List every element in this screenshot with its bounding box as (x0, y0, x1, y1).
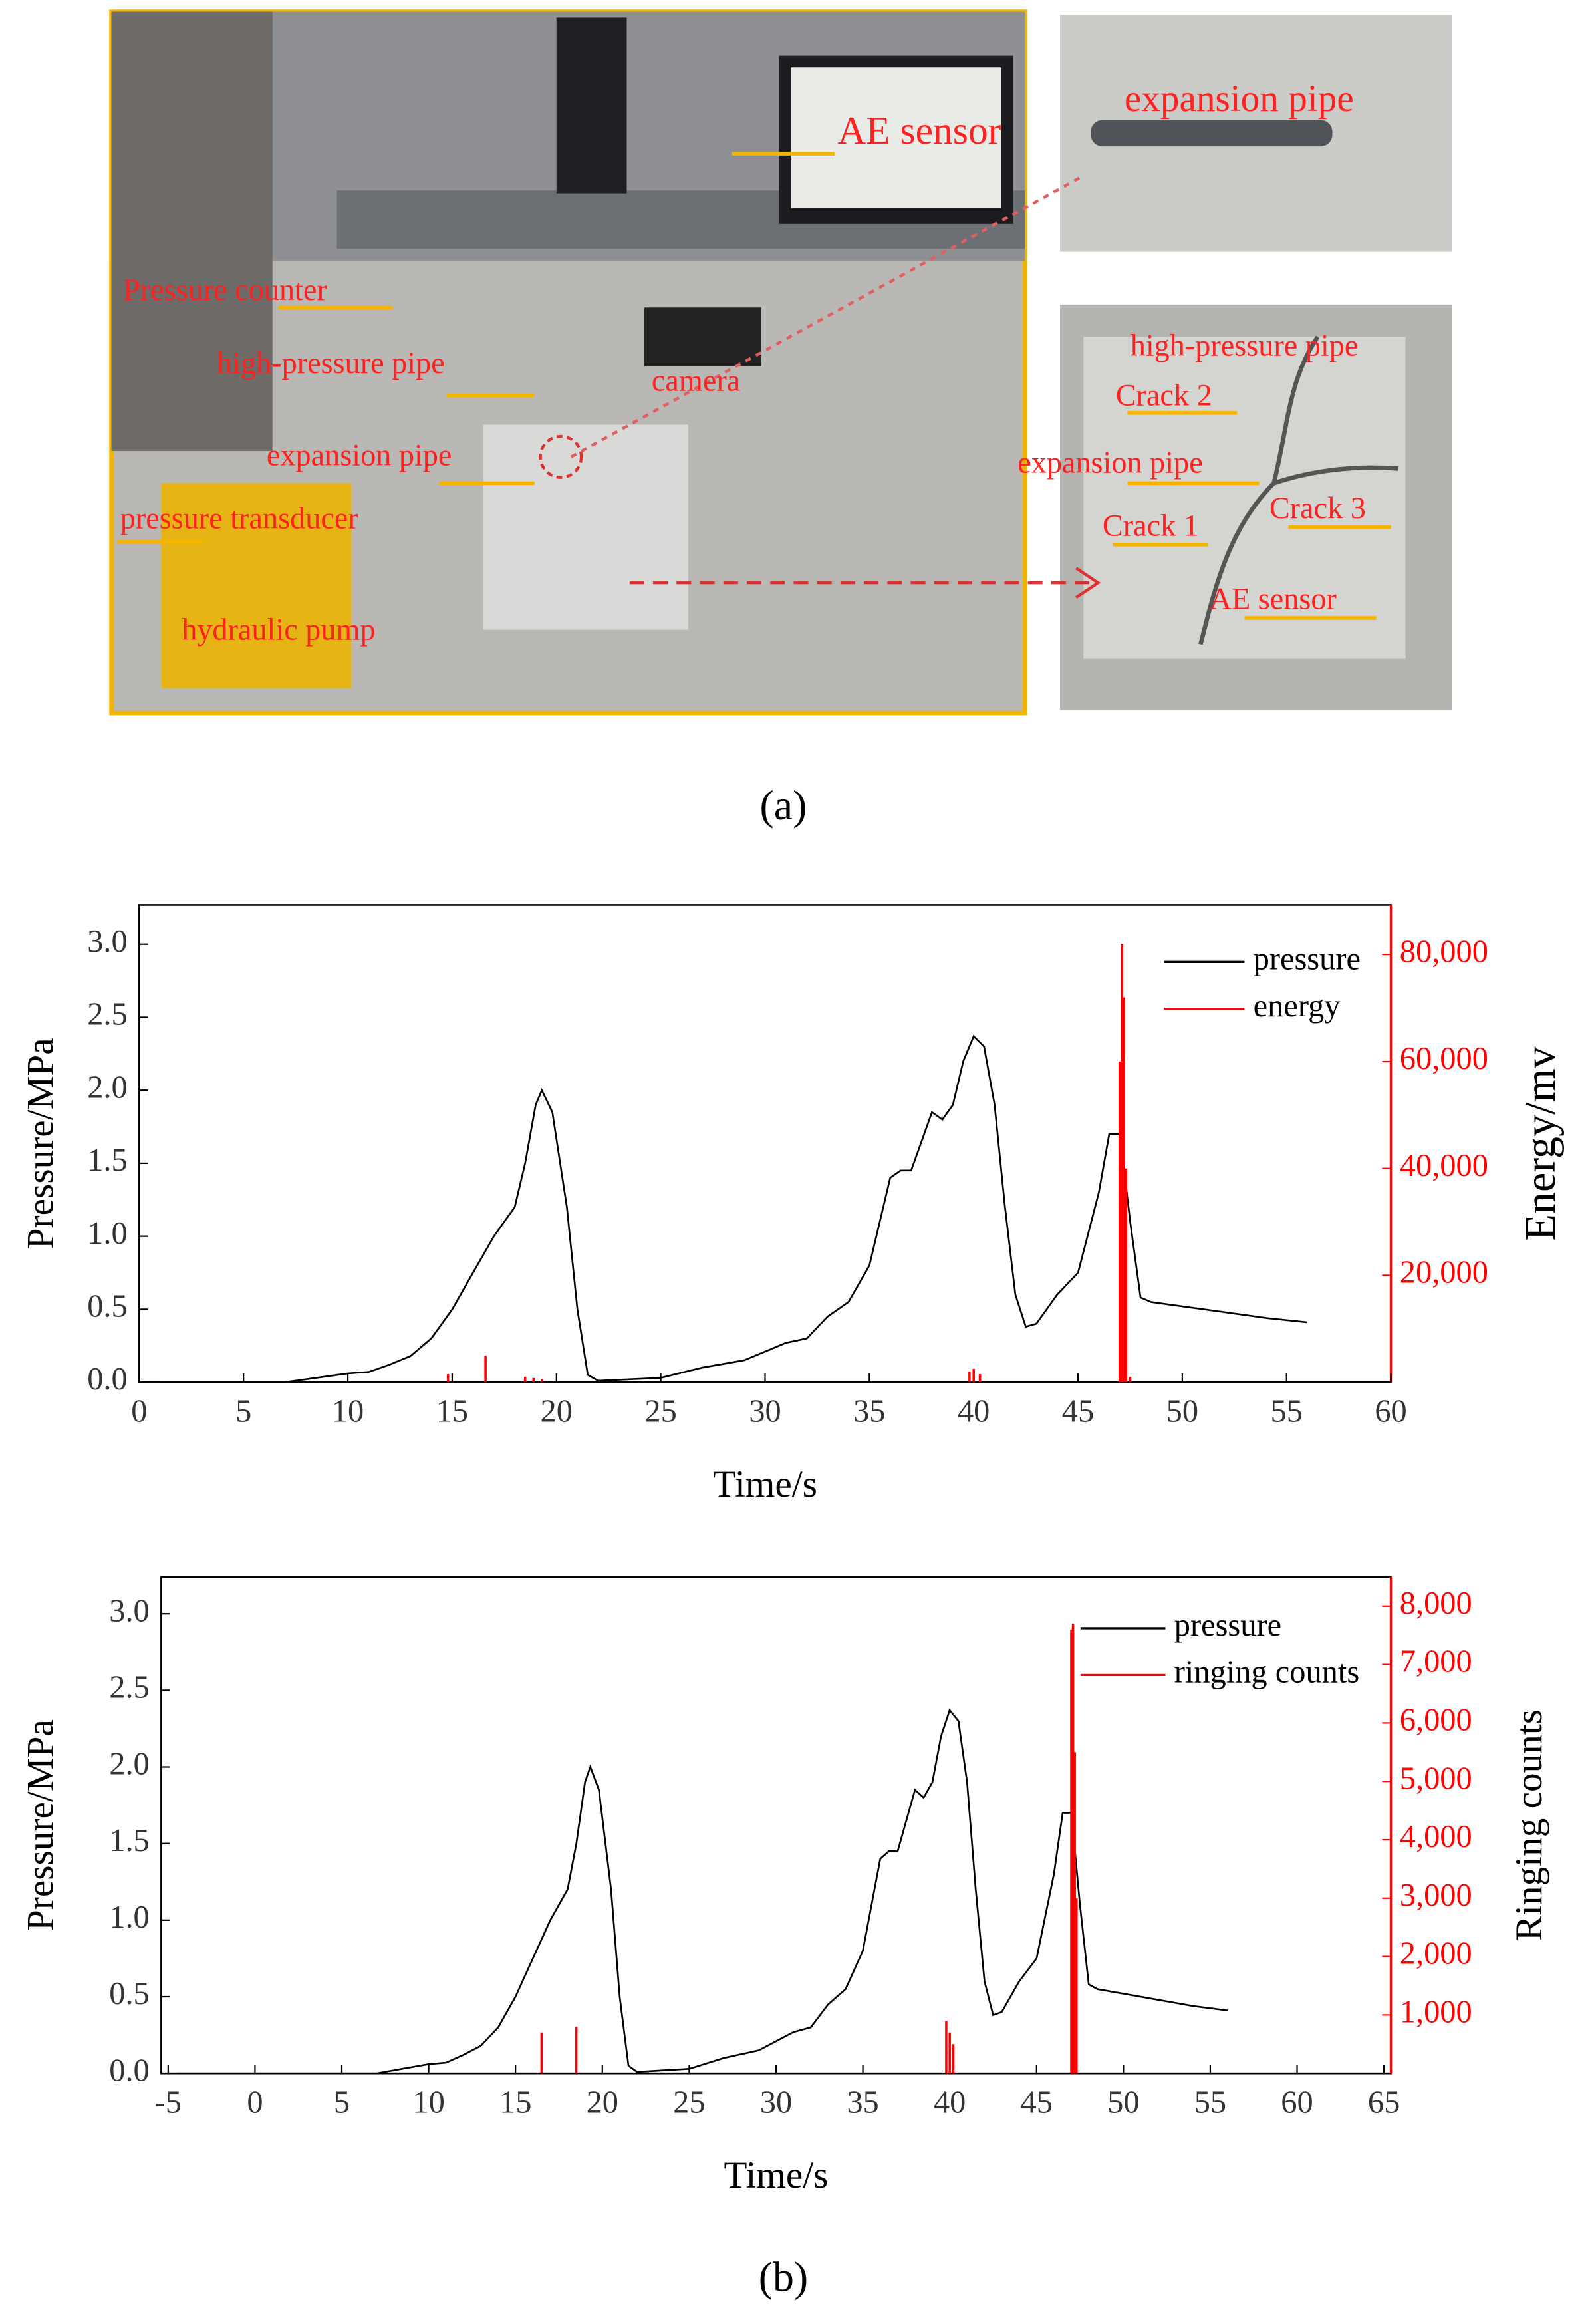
y2-tick-label: 40,000 (1400, 1148, 1488, 1183)
x-tick-label: 20 (541, 1394, 573, 1429)
y2-tick-label: 4,000 (1400, 1819, 1472, 1854)
plot-frame (160, 1576, 1392, 2075)
x-tick-label: 0 (131, 1394, 147, 1429)
y2-axis-label: Ringing counts (1508, 1709, 1550, 1941)
photo-panel: AE sensor Pressure counter high-pressure… (109, 9, 1453, 716)
photo-label: high-pressure pipe (217, 346, 445, 380)
y-tick-label: 1.5 (109, 1823, 150, 1858)
x-tick-label: -5 (155, 2085, 182, 2120)
caption: (a) (760, 782, 807, 829)
y-tick-label: 2.0 (109, 1747, 150, 1782)
photo-label: expansion pipe (1125, 78, 1354, 120)
highlight-circle (539, 434, 583, 479)
x-tick-label: 40 (934, 2085, 966, 2120)
x-tick-label: 45 (1062, 1394, 1094, 1429)
x-tick-label: 10 (332, 1394, 364, 1429)
y2-tick-label: 5,000 (1400, 1761, 1472, 1796)
y-tick-label: 0.0 (109, 2053, 150, 2088)
x-tick-label: 15 (436, 1394, 468, 1429)
x-tick-label: 65 (1368, 2085, 1400, 2120)
photo-label: Crack 3 (1269, 491, 1366, 525)
legend-label: pressure (1254, 941, 1361, 976)
x-tick-label: 35 (853, 1394, 885, 1429)
x-tick-label: 25 (673, 2085, 705, 2120)
y2-tick-label: 7,000 (1400, 1644, 1472, 1679)
y2-tick-label: 80,000 (1400, 934, 1488, 969)
data-line (176, 1708, 1228, 2075)
y-tick-label: 1.0 (87, 1216, 128, 1251)
x-tick-label: 40 (958, 1394, 990, 1429)
photo-label: hydraulic pump (182, 613, 375, 647)
x-tick-label: 60 (1281, 2085, 1313, 2120)
photo-label: AE sensor (837, 108, 1001, 152)
x-tick-label: 35 (847, 2085, 878, 2120)
photo-label: expansion pipe (267, 438, 452, 472)
y-tick-label: 3.0 (87, 924, 128, 959)
x-tick-label: 20 (587, 2085, 618, 2120)
photo-screen (790, 67, 1001, 208)
photo-camera (644, 307, 761, 366)
photo-label: Crack 2 (1116, 378, 1212, 412)
y2-tick-label: 2,000 (1400, 1936, 1472, 1971)
photo-label: expansion pipe (1017, 446, 1203, 480)
y2-tick-label: 6,000 (1400, 1703, 1472, 1738)
x-tick-label: 25 (644, 1394, 676, 1429)
y2-tick-label: 3,000 (1400, 1878, 1472, 1913)
y-tick-label: 2.0 (87, 1070, 128, 1105)
x-tick-label: 55 (1271, 1394, 1303, 1429)
y-tick-label: 3.0 (109, 1593, 150, 1628)
y-tick-label: 0.5 (87, 1288, 128, 1324)
x-tick-label: 15 (499, 2085, 531, 2120)
x-tick-label: 30 (749, 1394, 781, 1429)
photo-pc (556, 17, 627, 194)
x-tick-label: 5 (334, 2085, 350, 2120)
y2-tick-label: 20,000 (1400, 1254, 1488, 1290)
legend-label: energy (1254, 988, 1341, 1024)
y2-tick-label: 60,000 (1400, 1041, 1488, 1076)
y-tick-label: 0.5 (109, 1976, 150, 2011)
y2-tick-label: 8,000 (1400, 1586, 1472, 1621)
legend-label: ringing counts (1174, 1655, 1359, 1690)
photo-label: camera (652, 363, 740, 397)
legend-label: pressure (1174, 1608, 1281, 1643)
photo-specimen (483, 424, 688, 630)
photo-label: AE sensor (1210, 581, 1337, 615)
x-axis-label: Time/s (713, 1463, 817, 1505)
y-tick-label: 1.0 (109, 1900, 150, 1935)
y-axis-label: Pressure/MPa (19, 1038, 61, 1249)
x-tick-label: 50 (1166, 1394, 1198, 1429)
y-tick-label: 2.5 (87, 997, 128, 1032)
photo-pipe (1091, 120, 1333, 147)
x-tick-label: 60 (1375, 1394, 1406, 1429)
x-tick-label: 10 (412, 2085, 444, 2120)
arrow-head (1075, 567, 1101, 599)
photo-block (1083, 337, 1406, 659)
y2-axis-label: Energy/mv (1516, 1046, 1565, 1240)
arrow (570, 174, 1085, 458)
x-axis-label: Time/s (724, 2154, 829, 2196)
y-axis-label: Pressure/MPa (19, 1719, 61, 1931)
y-tick-label: 0.0 (87, 1362, 128, 1397)
y-tick-label: 2.5 (109, 1669, 150, 1705)
x-tick-label: 50 (1107, 2085, 1139, 2120)
photo-label: high-pressure pipe (1130, 329, 1359, 362)
data-line (160, 1034, 1308, 1383)
photo-label: Pressure counter (123, 273, 327, 307)
caption: (b) (759, 2253, 808, 2300)
x-tick-label: 5 (235, 1394, 251, 1429)
y2-tick-label: 1,000 (1400, 1994, 1472, 2029)
x-tick-label: 30 (760, 2085, 792, 2120)
x-tick-label: 45 (1021, 2085, 1053, 2120)
y-tick-label: 1.5 (87, 1143, 128, 1178)
photo-cracks (1198, 335, 1398, 645)
photo-pump (161, 483, 352, 688)
plot-frame (138, 904, 1392, 1383)
photo-label: pressure transducer (120, 501, 358, 535)
photo-label: Crack 1 (1103, 508, 1199, 542)
x-tick-label: 55 (1194, 2085, 1226, 2120)
x-tick-label: 0 (247, 2085, 263, 2120)
photo-person (111, 11, 273, 452)
